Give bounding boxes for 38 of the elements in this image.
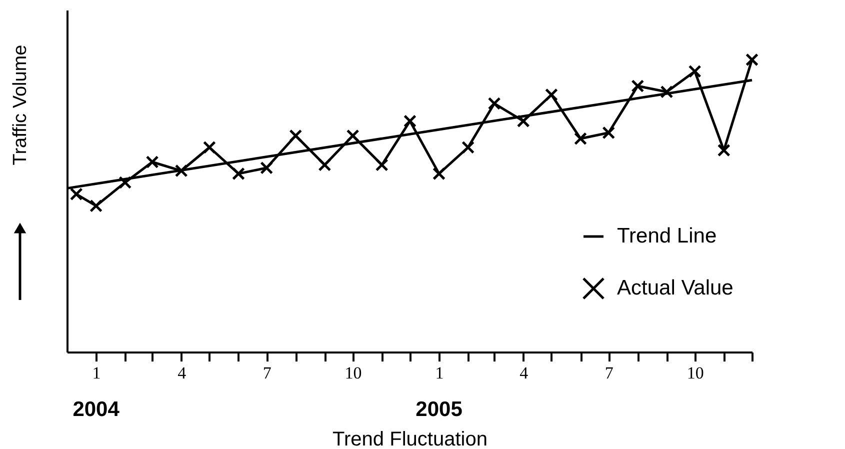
point xyxy=(202,140,216,154)
point xyxy=(118,176,132,189)
point xyxy=(289,129,302,142)
x-tick-label: 4 xyxy=(520,364,529,382)
x-axis-title: Trend Fluctuation xyxy=(332,428,488,449)
point xyxy=(375,158,388,172)
x-tick-label: 4 xyxy=(178,364,187,382)
x-tick-label: 1 xyxy=(92,364,101,382)
point xyxy=(688,64,702,78)
point xyxy=(90,199,103,212)
point xyxy=(488,97,501,110)
point xyxy=(660,85,674,98)
point xyxy=(544,88,558,102)
x-tick-label: 7 xyxy=(604,364,614,382)
point xyxy=(260,161,274,174)
point xyxy=(146,156,159,168)
text: 2004 xyxy=(72,398,120,421)
point xyxy=(631,80,644,92)
point xyxy=(346,129,360,142)
text: 2005 xyxy=(416,398,463,421)
x-tick-label: 7 xyxy=(262,364,272,382)
point xyxy=(174,164,188,178)
point xyxy=(602,126,616,140)
x-tick-label: 10 xyxy=(686,364,704,382)
point xyxy=(516,114,530,128)
point xyxy=(746,53,758,66)
x-tick-label: 10 xyxy=(344,364,362,382)
point xyxy=(232,167,245,180)
legend-label: Trend Line xyxy=(617,224,717,248)
x-tick-label: 1 xyxy=(435,364,444,382)
point xyxy=(403,114,416,128)
point xyxy=(462,140,475,154)
point xyxy=(432,167,446,180)
legend-label: Actual Value xyxy=(617,276,734,300)
point xyxy=(574,132,588,146)
y-axis-title: Traffic Volume xyxy=(10,44,31,166)
point xyxy=(717,144,730,157)
point xyxy=(318,158,332,172)
